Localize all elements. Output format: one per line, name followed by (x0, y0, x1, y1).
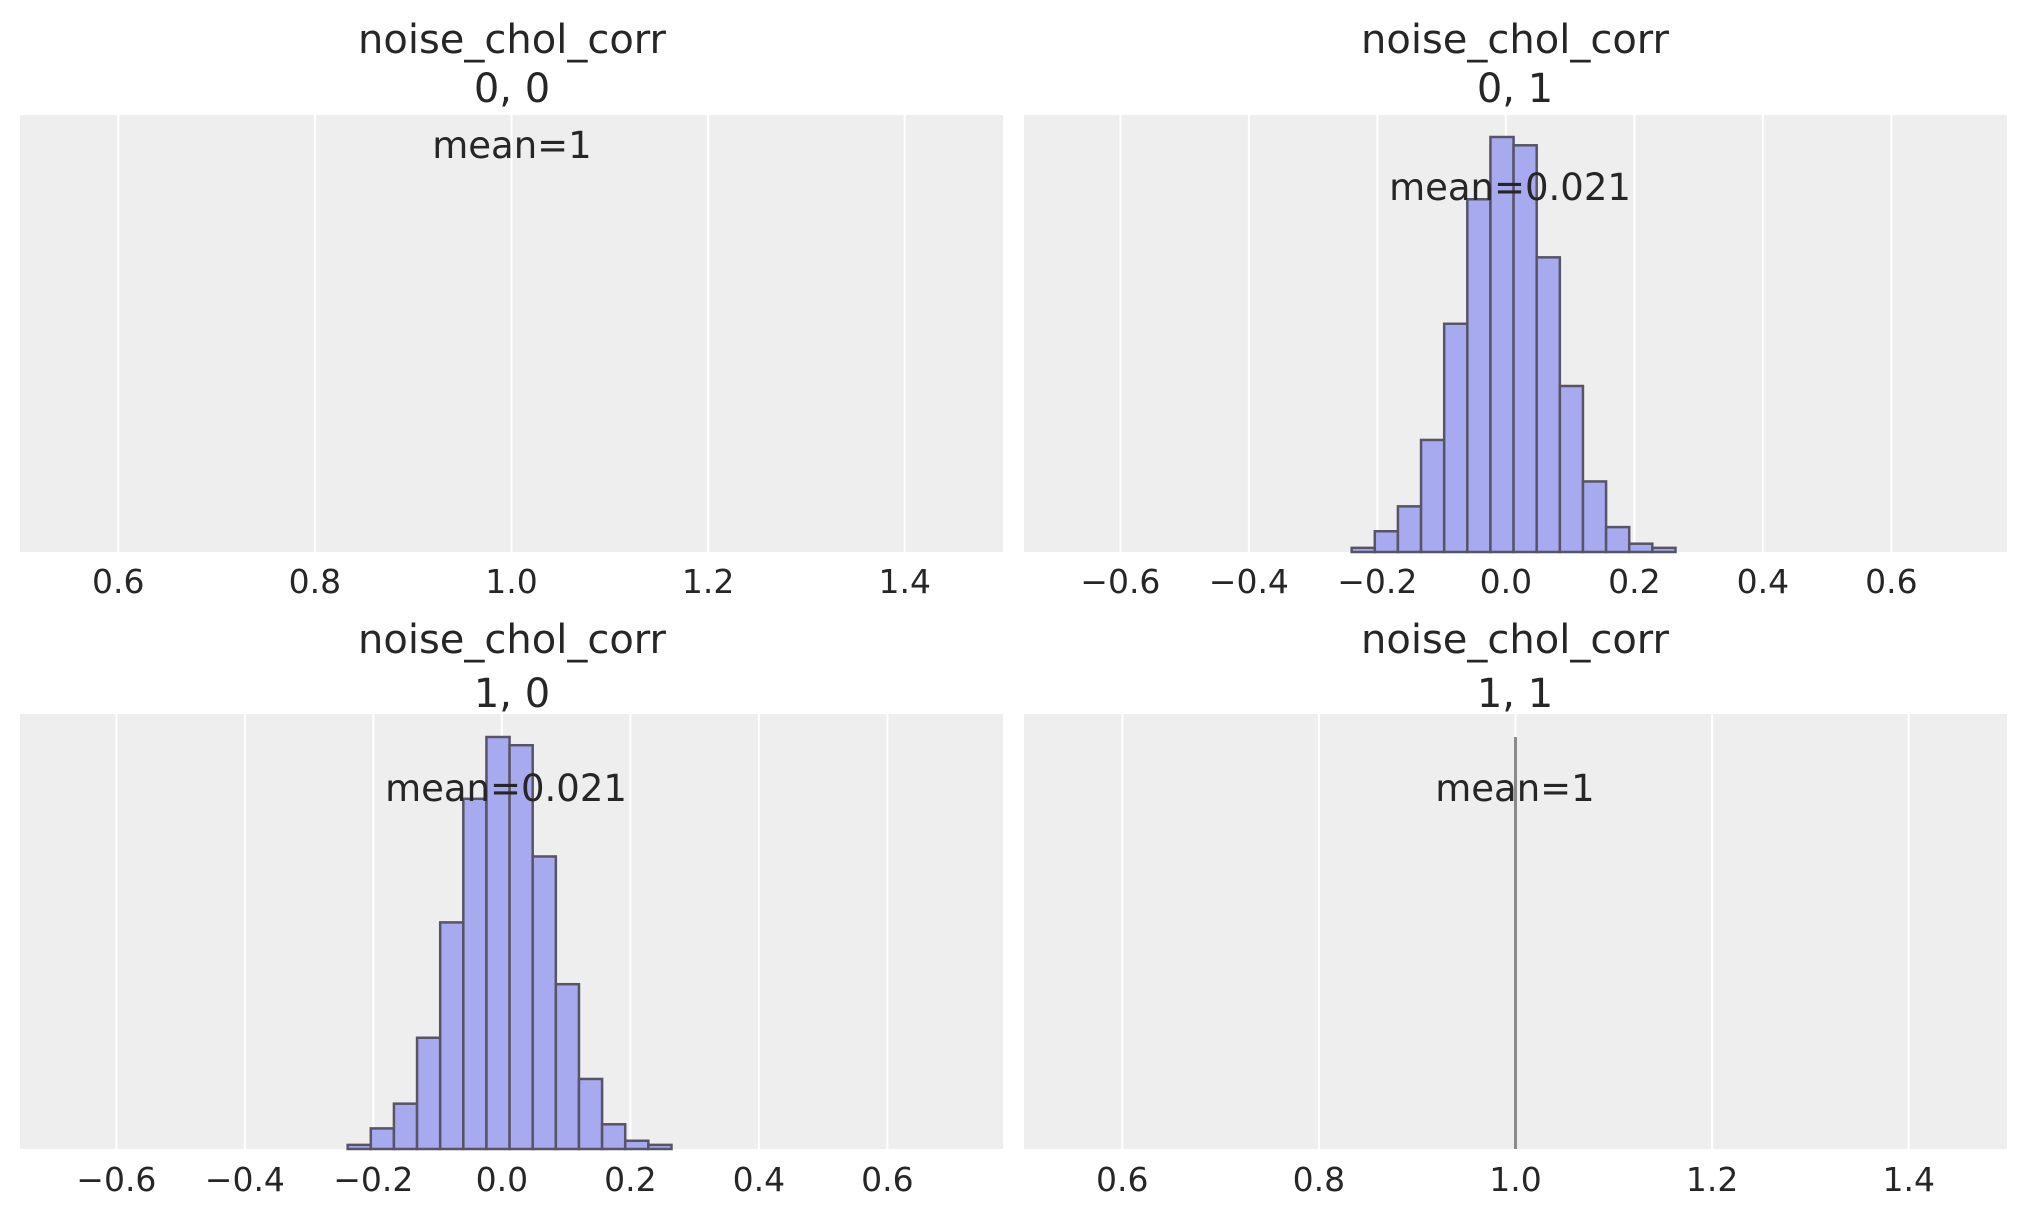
histogram-bar (623, 1139, 650, 1151)
mean-annotation: mean=1 (432, 124, 591, 167)
histogram-bar (1466, 198, 1492, 554)
x-tick-label: −0.2 (1337, 562, 1417, 601)
histogram-bar (1535, 256, 1562, 554)
x-tick-label: 0.8 (1293, 1160, 1345, 1199)
histogram-bar (438, 921, 465, 1151)
histogram-bar (1442, 322, 1469, 554)
panel-title: noise_chol_corr (1361, 17, 1670, 63)
histogram-bar (392, 1102, 419, 1151)
x-tick-label: −0.2 (333, 1160, 413, 1199)
panel-1-0: noise_chol_corr 1, 0 −0.6 −0.4 −0.2 0.0 0.2 0… (20, 617, 1003, 1199)
panel-subtitle: 1, 0 (474, 671, 550, 717)
histogram-bar (1558, 384, 1585, 554)
panel-0-1: noise_chol_corr 0, 1 −0.6 −0.4 −0.2 0.0 0.2 0… (1024, 17, 2007, 601)
x-tick-label: 0.2 (604, 1160, 656, 1199)
x-tick-label: 1.2 (682, 562, 734, 601)
mean-annotation: mean=0.021 (1389, 166, 1631, 209)
x-tick-label: −0.4 (205, 1160, 285, 1199)
histogram-bar (1350, 546, 1377, 554)
histogram-bar (1373, 530, 1400, 554)
panel-subtitle: 0, 0 (474, 66, 550, 112)
histogram-bar (1627, 542, 1654, 554)
x-tick-label: −0.6 (76, 1160, 156, 1199)
panel-subtitle: 1, 1 (1477, 671, 1553, 717)
x-tick-label: 1.2 (1686, 1160, 1738, 1199)
x-tick-label: 0.6 (1865, 562, 1917, 601)
x-tick-label: 0.6 (861, 1160, 913, 1199)
x-tick-label: 1.0 (485, 562, 537, 601)
histogram-bar (346, 1143, 373, 1151)
histogram-bar (600, 1123, 627, 1151)
histogram-bar (1581, 480, 1608, 554)
x-tick-label: −0.6 (1080, 562, 1160, 601)
x-tick-label: 0.2 (1608, 562, 1660, 601)
histogram-bar (462, 797, 488, 1151)
panel-1-1: noise_chol_corr 1, 1 0.6 0.8 1.0 1.2 1.4 mea… (1024, 617, 2007, 1199)
x-tick-label: 0.6 (1096, 1160, 1148, 1199)
histogram-bar (554, 982, 581, 1151)
histogram-bar (369, 1127, 396, 1151)
histogram-bar (531, 855, 558, 1151)
histogram-bar (1604, 525, 1631, 554)
x-tick-label: 1.4 (878, 562, 930, 601)
panel-title: noise_chol_corr (358, 617, 667, 663)
x-tick-label: 0.0 (476, 1160, 528, 1199)
x-tick-label: −0.4 (1209, 562, 1289, 601)
histogram-bar (577, 1077, 604, 1151)
histogram-bar (415, 1036, 442, 1151)
mean-annotation: mean=1 (1435, 767, 1594, 810)
panel-title: noise_chol_corr (358, 17, 667, 63)
histogram-bar (1419, 438, 1446, 554)
histogram-bar (1396, 505, 1423, 554)
mean-annotation: mean=0.021 (385, 767, 627, 810)
x-tick-label: 0.6 (92, 562, 144, 601)
x-tick-label: 0.4 (733, 1160, 785, 1199)
x-tick-label: 1.0 (1489, 1160, 1541, 1199)
panel-subtitle: 0, 1 (1477, 66, 1553, 112)
x-tick-label: 0.0 (1480, 562, 1532, 601)
panel-title: noise_chol_corr (1361, 617, 1670, 663)
histogram-bar (647, 1143, 673, 1151)
panel-0-0: noise_chol_corr 0, 0 0.6 0.8 1.0 1.2 1.4 mea… (20, 17, 1003, 601)
histogram-bar (1651, 546, 1677, 554)
x-tick-label: 0.8 (289, 562, 341, 601)
x-tick-label: 1.4 (1882, 1160, 1934, 1199)
x-tick-label: 0.4 (1737, 562, 1789, 601)
